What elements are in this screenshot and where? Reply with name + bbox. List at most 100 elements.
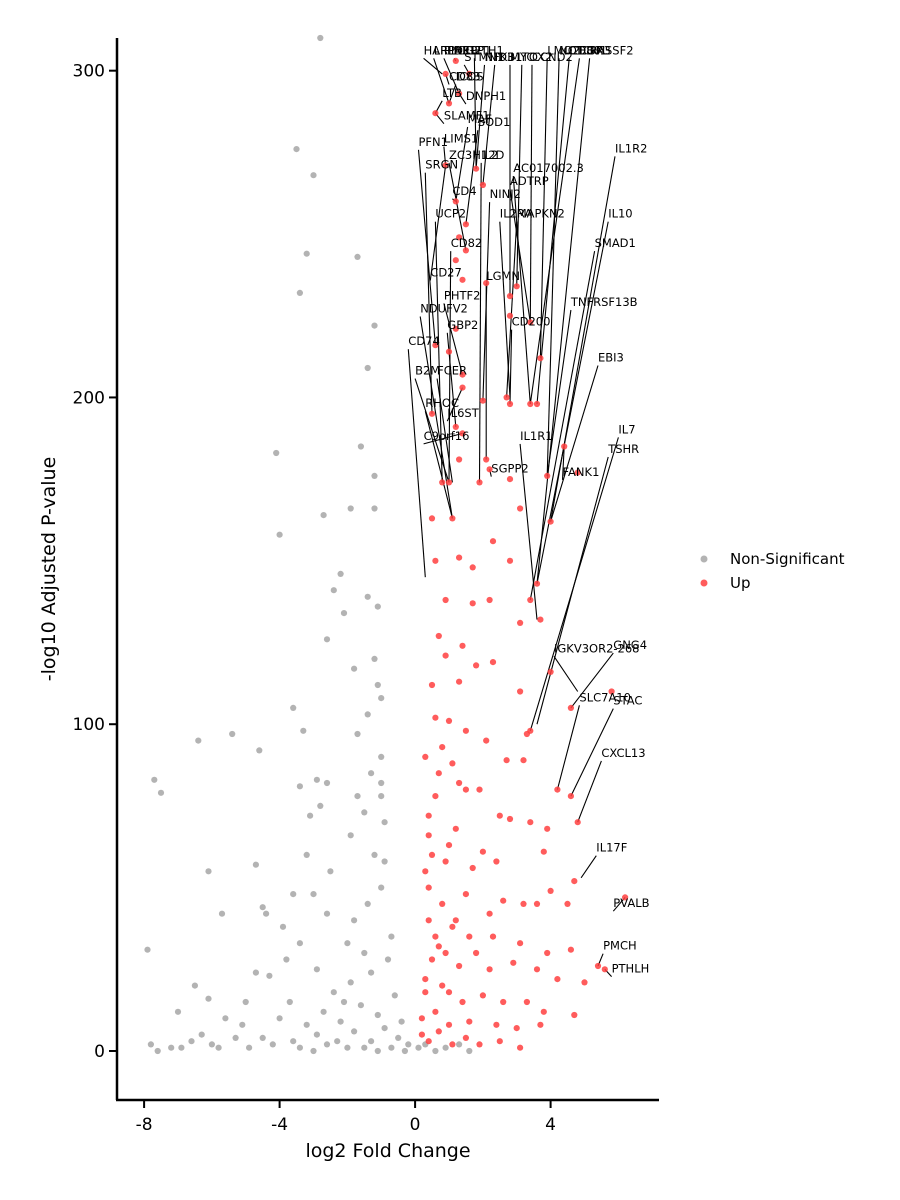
up-point-137 <box>476 1041 483 1048</box>
nonsig-point-78 <box>351 1028 358 1035</box>
up-point-24 <box>459 371 466 378</box>
gene-label-45: GBP2 <box>447 318 478 332</box>
up-point-43 <box>517 505 524 512</box>
up-point-89 <box>445 842 453 849</box>
gene-label-18: LTB <box>442 86 462 100</box>
up-point-44 <box>561 443 568 450</box>
gene-label-57: FANK1 <box>563 465 600 479</box>
gene-label-26: IL2 <box>481 148 498 162</box>
up-point-10 <box>462 221 469 228</box>
nonsig-point-114 <box>388 933 395 940</box>
up-point-152 <box>432 933 439 940</box>
gene-label-34: IL2RA <box>500 207 533 221</box>
nonsig-point-33 <box>296 783 303 790</box>
up-point-58 <box>537 616 544 623</box>
nonsig-point-42 <box>303 851 310 859</box>
up-point-159 <box>486 910 493 917</box>
nonsig-point-72 <box>391 992 398 999</box>
up-point-155 <box>422 976 429 983</box>
nonsig-point-61 <box>242 998 249 1006</box>
gene-label-32: NINJ2 <box>490 187 521 201</box>
annotation-leader-57 <box>561 446 565 480</box>
annotation-leader-11 <box>539 58 548 359</box>
nonsig-point-67 <box>303 1021 310 1028</box>
legend-label-1: Up <box>730 574 751 592</box>
up-point-127 <box>445 1021 453 1028</box>
nonsig-point-68 <box>320 1008 327 1015</box>
annotation-leader-37 <box>529 251 596 601</box>
annotation-leader-46 <box>407 349 426 578</box>
nonsig-point-104 <box>432 1047 439 1055</box>
up-point-142 <box>439 900 446 908</box>
nonsig-point-108 <box>340 998 348 1006</box>
nonsig-point-77 <box>334 1038 341 1045</box>
gene-label-43: TNFRSF13B <box>570 295 638 309</box>
annotation-leader-48 <box>414 378 450 483</box>
nonsig-point-18 <box>340 610 348 617</box>
up-point-46 <box>547 518 554 525</box>
up-point-128 <box>466 1018 473 1025</box>
gene-label-58: GNG4 <box>613 638 647 652</box>
nonsig-point-26 <box>195 737 202 744</box>
up-point-149 <box>439 744 446 751</box>
up-point-32 <box>452 423 459 430</box>
nonsig-point-36 <box>317 802 324 810</box>
up-point-88 <box>425 832 432 839</box>
annotation-leader-58 <box>570 652 614 709</box>
nonsig-point-23 <box>374 681 381 689</box>
nonsig-point-99 <box>374 1047 381 1055</box>
up-point-55 <box>486 596 493 604</box>
up-point-17 <box>513 283 520 290</box>
gene-label-51: IL6ST <box>447 406 479 420</box>
up-point-119 <box>459 998 466 1006</box>
nonsig-point-60 <box>368 969 375 976</box>
up-point-18 <box>452 325 459 332</box>
nonsig-point-34 <box>323 779 331 787</box>
nonsig-point-70 <box>357 1002 364 1009</box>
nonsig-point-28 <box>300 727 307 734</box>
x-tick-label-0: -8 <box>136 1115 153 1135</box>
nonsig-point-46 <box>218 910 226 917</box>
up-point-19 <box>506 312 514 319</box>
up-point-113 <box>486 966 493 973</box>
annotation-leader-26 <box>478 162 482 483</box>
annotation-leader-27 <box>424 172 433 414</box>
up-point-112 <box>456 962 463 970</box>
nonsig-point-111 <box>344 940 351 947</box>
up-point-83 <box>567 793 575 800</box>
nonsig-point-50 <box>296 940 303 947</box>
nonsig-point-52 <box>313 966 320 973</box>
annotation-leader-55 <box>536 456 609 725</box>
up-point-7 <box>442 162 449 169</box>
gene-label-59: IGKV3OR2-268 <box>554 641 640 655</box>
up-point-156 <box>435 943 442 950</box>
x-tick-label-1: -4 <box>271 1115 288 1135</box>
nonsig-point-123 <box>378 793 385 800</box>
up-point-130 <box>513 1025 520 1032</box>
up-point-62 <box>442 652 449 659</box>
annotation-leader-13 <box>536 58 570 405</box>
up-point-2 <box>456 90 463 97</box>
up-point-105 <box>466 933 473 940</box>
gene-label-4: STMN1 <box>464 50 504 64</box>
nonsig-point-4 <box>354 253 361 260</box>
up-point-104 <box>449 923 456 930</box>
nonsig-point-13 <box>320 511 327 519</box>
nonsig-point-113 <box>364 900 371 908</box>
annotation-leader-49 <box>436 378 453 483</box>
nonsig-point-109 <box>361 949 368 957</box>
up-point-36 <box>486 466 493 473</box>
up-point-133 <box>425 1038 432 1045</box>
up-point-68 <box>547 668 554 676</box>
up-point-157 <box>445 989 453 996</box>
gene-label-64: PVALB <box>613 896 649 910</box>
annotation-leader-22 <box>465 130 479 225</box>
nonsig-point-35 <box>378 779 385 787</box>
up-point-72 <box>445 717 453 725</box>
up-point-15 <box>483 280 490 287</box>
annotation-leader-9 <box>516 64 523 287</box>
gene-label-52: C9orf16 <box>424 429 470 443</box>
nonsig-point-6 <box>371 322 378 329</box>
up-point-135 <box>449 1041 456 1048</box>
up-point-136 <box>462 1034 469 1041</box>
